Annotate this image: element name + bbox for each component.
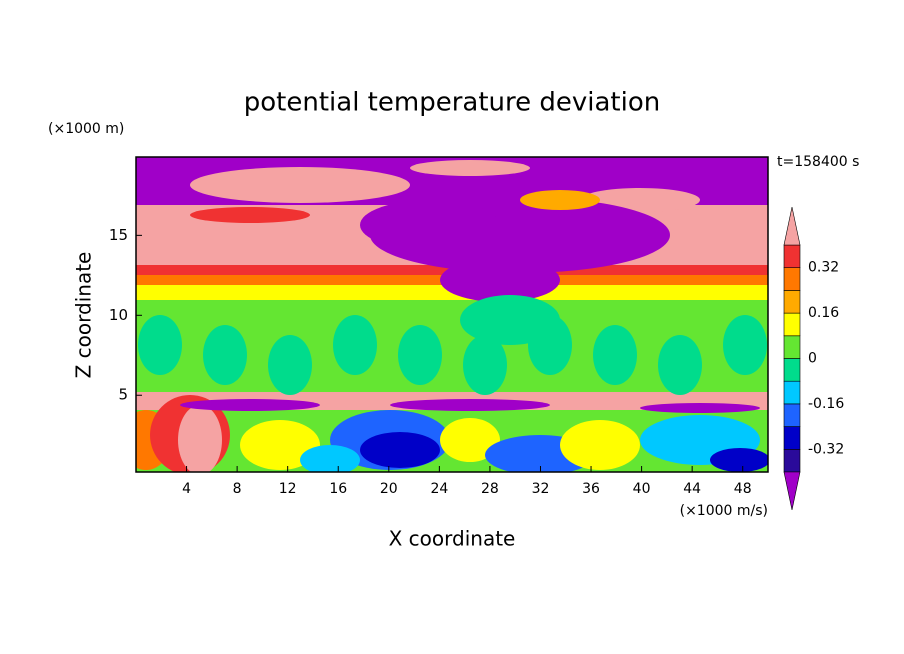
contour-region <box>300 445 360 472</box>
contour-region <box>460 295 560 345</box>
annotation: t=158400 s <box>777 154 859 170</box>
contour-region <box>440 258 560 302</box>
colorbar-over <box>783 206 801 246</box>
x-tick-label: 24 <box>430 481 448 497</box>
colorbar-band <box>783 358 801 382</box>
y-tick-label: 5 <box>118 386 128 404</box>
colorbar-band <box>783 403 801 427</box>
contour-region <box>440 418 500 462</box>
chart-title: potential temperature deviation <box>244 88 660 118</box>
contour-region <box>463 335 507 395</box>
x-tick-label: 8 <box>233 481 242 497</box>
x-tick-label: 32 <box>532 481 550 497</box>
contour-region <box>410 160 530 176</box>
x-tick-label: 4 <box>182 481 191 497</box>
colorbar-band <box>783 426 801 450</box>
contour-region <box>520 190 600 210</box>
contour-region <box>190 167 410 203</box>
contour-region <box>398 325 442 385</box>
contour-region <box>658 335 702 395</box>
x-tick-label: 44 <box>683 481 701 497</box>
contour-region <box>640 403 760 413</box>
y-tick-label: 15 <box>109 226 128 244</box>
colorbar-band <box>783 290 801 314</box>
contour-region <box>593 325 637 385</box>
x-unit: (×1000 m/s) <box>680 503 768 519</box>
contour-region <box>240 420 320 470</box>
colorbar-band <box>783 244 801 269</box>
x-tick-label: 48 <box>734 481 752 497</box>
colorbar-label: 0.16 <box>808 305 839 321</box>
y-unit: (×1000 m) <box>48 121 124 137</box>
contour-region <box>710 448 768 472</box>
colorbar-band <box>783 448 801 473</box>
colorbar-band <box>783 335 801 359</box>
colorbar-under <box>783 471 801 511</box>
contour-region <box>268 335 312 395</box>
x-tick-label: 12 <box>279 481 297 497</box>
contour-field <box>136 157 768 472</box>
x-tick-label: 36 <box>582 481 600 497</box>
contour-region <box>138 315 182 375</box>
colorbar-band <box>783 380 801 405</box>
contour-region <box>203 325 247 385</box>
x-axis-label: X coordinate <box>389 527 516 551</box>
contour-region <box>190 207 310 223</box>
y-tick-label: 10 <box>109 306 128 324</box>
contour-region <box>723 315 767 375</box>
contour-region <box>360 200 500 250</box>
colorbar-label: -0.16 <box>808 396 844 412</box>
colorbar-label: 0 <box>808 351 817 367</box>
colorbar-band <box>783 267 801 291</box>
colorbar-label: -0.32 <box>808 441 844 457</box>
contour-region <box>333 315 377 375</box>
colorbar-band <box>783 312 801 337</box>
x-tick-label: 28 <box>481 481 499 497</box>
x-tick-label: 40 <box>633 481 651 497</box>
y-axis-label: Z coordinate <box>72 252 96 379</box>
x-tick-label: 20 <box>380 481 398 497</box>
colorbar-label: 0.32 <box>808 260 839 276</box>
contour-region <box>180 399 320 411</box>
contour-region <box>390 399 550 411</box>
contour-region <box>360 432 440 468</box>
contour-region <box>178 405 222 472</box>
x-tick-label: 16 <box>329 481 347 497</box>
contour-region <box>560 420 640 470</box>
plot-frame <box>135 156 769 473</box>
